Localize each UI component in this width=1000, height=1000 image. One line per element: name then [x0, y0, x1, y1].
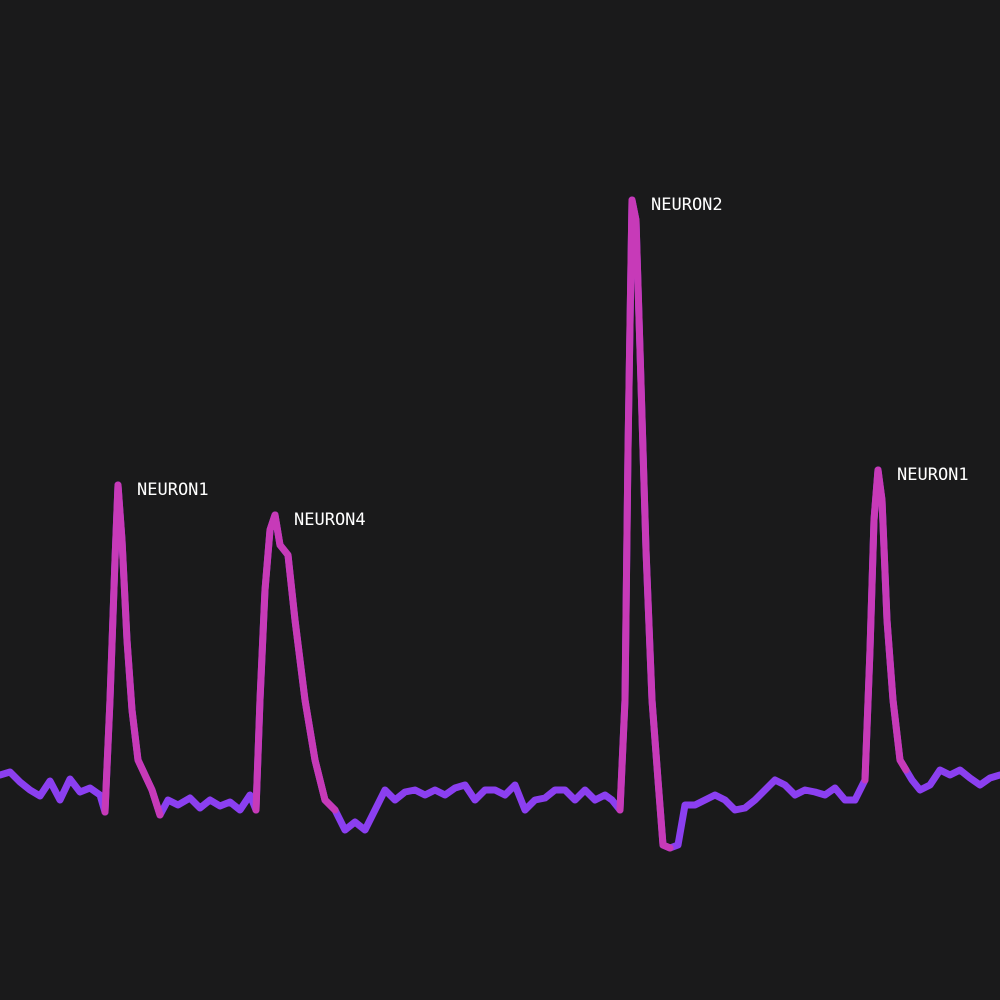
- peak-point: [875, 467, 881, 473]
- peak-point: [272, 512, 278, 518]
- peak-label: NEURON1: [897, 465, 969, 485]
- peak-highlight: [616, 196, 674, 852]
- peak-point: [115, 482, 121, 488]
- peak-label: NEURON4: [294, 510, 366, 530]
- peak-label: NEURON1: [137, 480, 209, 500]
- peak-label: NEURON2: [651, 195, 723, 215]
- peak-highlight: [861, 466, 910, 784]
- peak-point: [629, 197, 635, 203]
- peak-highlight: [101, 481, 164, 819]
- peak-highlight: [252, 511, 339, 814]
